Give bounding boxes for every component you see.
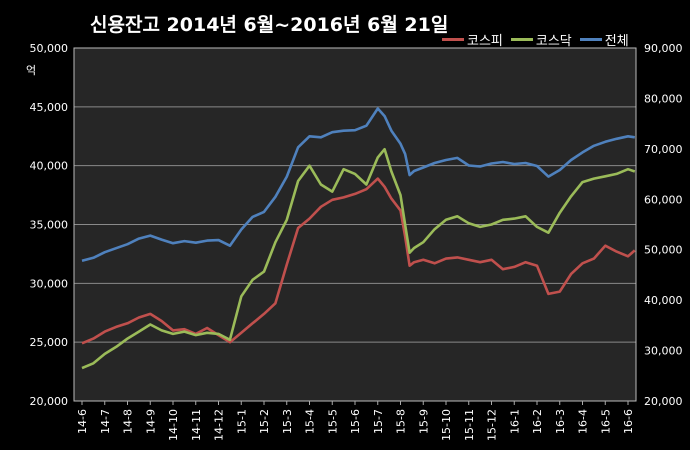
right-tick-label: 70,000 [644, 143, 683, 156]
left-axis-unit: 억 [26, 64, 37, 77]
right-tick-label: 60,000 [644, 193, 683, 206]
x-tick-label: 15-9 [417, 409, 430, 434]
legend-label-kosdaq: 코스닥 [535, 34, 572, 49]
legend-label-kospi: 코스피 [467, 34, 503, 49]
series-line-kosdaq [81, 147, 636, 370]
x-tick-label: 15-6 [349, 409, 362, 434]
legend-item-kosdaq: 코스닥 [510, 30, 572, 49]
x-tick-label: 14-12 [213, 409, 226, 441]
x-tick-label: 16-5 [599, 409, 612, 434]
x-tick-label: 14-8 [122, 409, 135, 434]
x-tick-label: 16-4 [577, 409, 590, 434]
x-tick-label: 15-1 [235, 409, 248, 434]
left-tick-label: 30,000 [30, 277, 69, 290]
series-lines [81, 107, 636, 370]
x-tick-label: 15-7 [372, 409, 385, 434]
x-tick-label: 16-1 [508, 409, 521, 434]
left-tick-label: 25,000 [30, 336, 69, 349]
right-tick-label: 50,000 [644, 244, 683, 257]
x-tick-label: 15-11 [463, 409, 476, 441]
x-tick-label: 15-8 [395, 409, 408, 434]
left-tick-label: 40,000 [30, 160, 69, 173]
legend-label-total: 전체 [604, 34, 629, 49]
right-tick-label: 80,000 [644, 92, 683, 105]
legend-swatch-total [579, 38, 602, 41]
x-axis-ticks: 14-6 14-7 14-8 14-9 14-10 14-11 14-12 15-1 15-2 1… [76, 401, 635, 441]
x-tick-label: 16-3 [554, 409, 567, 434]
x-tick-label: 14-7 [99, 409, 112, 434]
x-tick-label: 15-2 [258, 409, 271, 434]
right-tick-label: 30,000 [644, 345, 683, 358]
x-tick-label: 14-9 [144, 409, 157, 434]
series-line-total [81, 107, 635, 263]
x-tick-label: 16-6 [622, 409, 635, 434]
x-tick-label: 15-12 [486, 409, 499, 441]
legend-item-kospi: 코스피 [442, 30, 503, 49]
left-tick-label: 35,000 [30, 219, 69, 232]
left-tick-label: 20,000 [30, 395, 69, 408]
right-tick-label: 90,000 [644, 42, 683, 55]
x-tick-label: 15-3 [281, 409, 294, 434]
x-tick-label: 16-2 [531, 409, 544, 434]
x-tick-label: 14-11 [190, 409, 203, 441]
x-tick-label: 15-4 [304, 409, 317, 434]
legend-item-total: 전체 [579, 30, 629, 49]
gridlines [73, 47, 637, 402]
right-tick-label: 40,000 [644, 294, 683, 307]
legend: 코스피 코스닥 전체 [442, 30, 629, 49]
x-tick-label: 14-6 [76, 409, 89, 434]
chart-title: 신용잔고 2014년 6월~2016년 6월 21일 [90, 14, 449, 36]
legend-swatch-kospi [442, 38, 464, 41]
series-line-kospi [81, 177, 636, 345]
left-tick-label: 45,000 [30, 101, 69, 114]
left-tick-label: 50,000 [30, 42, 69, 55]
right-tick-label: 20,000 [644, 395, 683, 408]
left-axis-ticks: 20,000 25,000 30,000 35,000 40,000 45,000 50,0… [30, 42, 69, 408]
x-tick-label: 15-5 [326, 409, 339, 434]
legend-swatch-kosdaq [510, 38, 533, 41]
right-axis-ticks: 20,000 30,000 40,000 50,000 60,000 70,000 80,0… [644, 42, 683, 408]
x-tick-label: 14-10 [167, 409, 180, 441]
x-tick-label: 15-10 [440, 409, 453, 441]
